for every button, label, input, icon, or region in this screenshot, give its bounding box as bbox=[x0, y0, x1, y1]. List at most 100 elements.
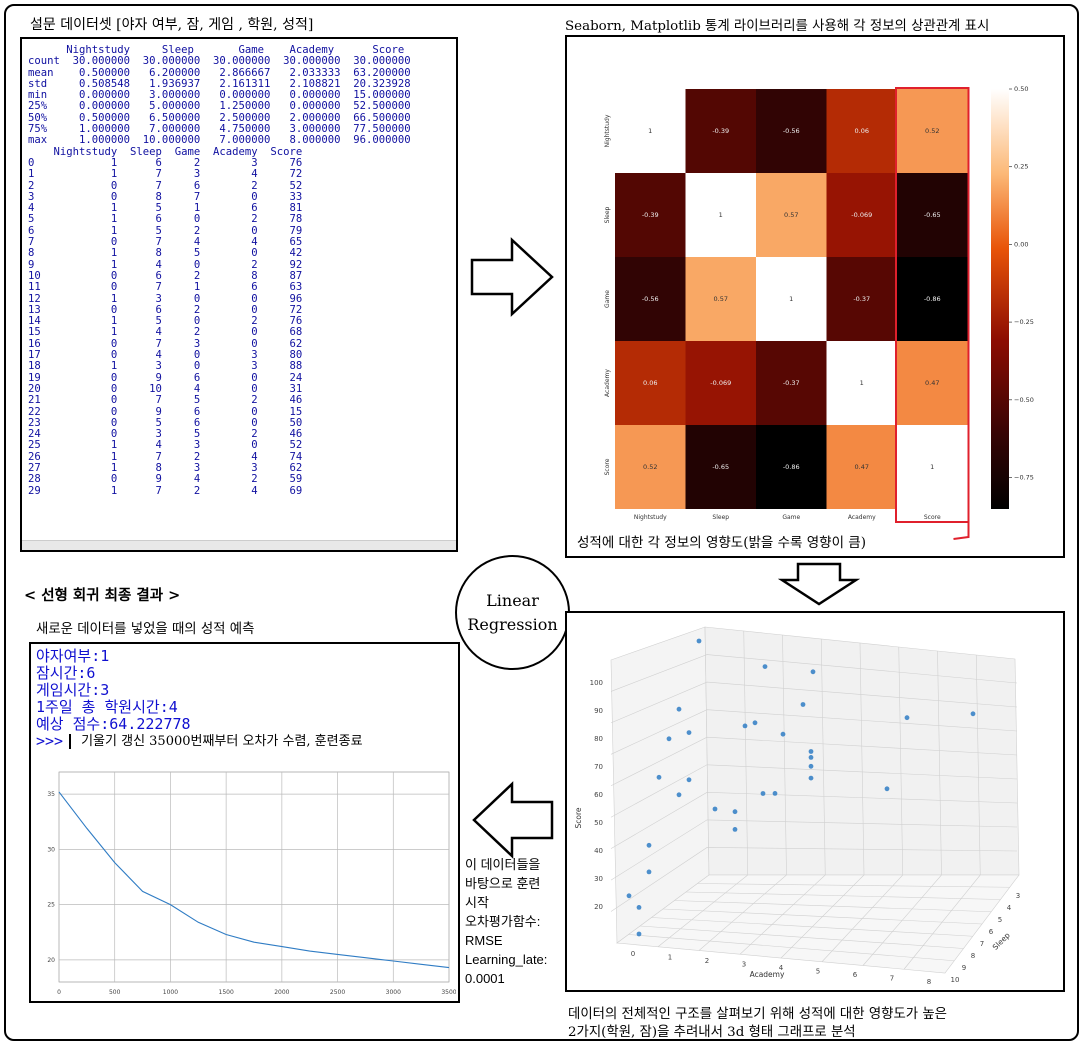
side-note-6: Learning_late: bbox=[465, 952, 548, 967]
scatter-point bbox=[780, 731, 786, 737]
describe-row: 75% 1.000000 7.000000 4.750000 3.000000 … bbox=[28, 123, 411, 136]
data-row: 11 0 7 1 6 63 bbox=[28, 281, 303, 294]
describe-panel: Nightstudy Sleep Game Academy Score coun… bbox=[20, 37, 458, 552]
heatmap-panel: 1 -0.39 -0.56 0.06 0.52 Nightstudy Nightstudy -… bbox=[565, 35, 1065, 558]
y-tick: 5 bbox=[998, 916, 1002, 924]
heatmap-cell bbox=[756, 341, 827, 425]
grid-line bbox=[898, 646, 904, 876]
scatter-point bbox=[904, 715, 910, 721]
describe-row: std 0.508548 1.936937 2.161311 2.108821 … bbox=[28, 77, 411, 90]
data-row: 8 1 8 5 0 42 bbox=[28, 247, 303, 260]
heatmap-cell bbox=[897, 89, 968, 173]
loss-y-tick: 30 bbox=[47, 846, 55, 853]
scatter-point bbox=[732, 827, 738, 832]
x-tick: 0 bbox=[631, 950, 635, 958]
heatmap-cell bbox=[826, 89, 897, 173]
grid-line bbox=[859, 642, 865, 876]
heatmap-value: 0.06 bbox=[643, 379, 657, 387]
scatter-point bbox=[808, 749, 814, 754]
scatter-note-1: 데이터의 전체적인 구조를 살펴보기 위해 성적에 대한 영향도가 높은 bbox=[568, 1007, 947, 1022]
grid-line bbox=[610, 819, 1018, 881]
heatmap-cell bbox=[615, 89, 686, 173]
grid-line bbox=[697, 883, 1010, 888]
z-tick: 70 bbox=[594, 763, 603, 771]
data-row: 6 1 5 2 0 79 bbox=[28, 224, 303, 237]
data-row: 3 0 8 7 0 33 bbox=[28, 190, 303, 203]
grid-line bbox=[674, 900, 992, 913]
loss-y-tick: 20 bbox=[47, 957, 55, 964]
scatter-point bbox=[686, 730, 692, 735]
heatmap-ylabel: Sleep bbox=[604, 206, 611, 223]
prediction-output: 야자여부:1 잠시간:6 게임시간:3 1주일 총 학원시간:4 예상 점수:6… bbox=[31, 644, 458, 750]
heatmap-value: 0.57 bbox=[784, 211, 798, 219]
scatter-point bbox=[808, 755, 814, 760]
heatmap-ylabel: Academy bbox=[604, 369, 611, 397]
grid-line bbox=[903, 874, 981, 970]
data-row: 0 1 6 2 3 76 bbox=[28, 156, 303, 169]
heatmap-value: -0.069 bbox=[851, 211, 872, 219]
side-note-3: 시작 bbox=[465, 895, 489, 910]
heatmap-value: 1 bbox=[860, 379, 864, 387]
heatmap-value: 1 bbox=[930, 463, 934, 471]
z-tick: 60 bbox=[594, 791, 603, 799]
heatmap-cell bbox=[826, 425, 897, 509]
describe-row: mean 0.500000 6.200000 2.866667 2.033333… bbox=[28, 66, 411, 79]
python-prompt[interactable]: >>> bbox=[36, 732, 64, 750]
scatter-point bbox=[970, 711, 976, 717]
scatter-point bbox=[686, 777, 692, 783]
heatmap-cell bbox=[897, 257, 968, 341]
heatmap-value: -0.56 bbox=[783, 127, 800, 135]
heatmap-value: -0.56 bbox=[642, 295, 659, 303]
data-row: 21 0 7 5 2 46 bbox=[28, 394, 303, 407]
pred-line-academy: 1주일 총 학원시간:4 bbox=[36, 698, 178, 716]
y-tick: 4 bbox=[1007, 904, 1012, 912]
colorbar-tick-label: 0.50 bbox=[1014, 85, 1028, 93]
grid-line bbox=[685, 891, 1001, 900]
heatmap-value: 1 bbox=[648, 127, 652, 135]
seaborn-caption: Seaborn, Matplotlib 통계 라이브러리를 사용해 각 정보의 … bbox=[565, 19, 990, 34]
heatmap-value: 0.57 bbox=[714, 295, 728, 303]
data-row: 7 0 7 4 4 65 bbox=[28, 236, 303, 249]
heatmap-ylabel: Score bbox=[604, 458, 611, 475]
y-tick: 8 bbox=[971, 952, 975, 960]
heatmap-value: 0.47 bbox=[855, 463, 869, 471]
heatmap-ylabel: Game bbox=[604, 290, 611, 308]
heatmap-cell bbox=[897, 341, 968, 425]
data-row: 2 0 7 6 2 52 bbox=[28, 179, 303, 192]
lr-line2: Regression bbox=[467, 614, 558, 634]
data-row: 23 0 5 6 0 50 bbox=[28, 416, 303, 429]
scatter-point bbox=[676, 792, 682, 798]
data-rows: 0 1 6 2 3 76 1 1 7 3 4 72 2 0 7 6 2 52 3 0 … bbox=[22, 156, 456, 497]
final-result-title: < 선형 회귀 최종 결과 > bbox=[24, 587, 181, 604]
x-tick: 6 bbox=[853, 971, 858, 979]
training-side-note: 이 데이터들을 바탕으로 훈련 시작 오차평가함수: RMSE Learning… bbox=[465, 855, 565, 988]
describe-row: 25% 0.000000 5.000000 1.250000 0.000000 … bbox=[28, 100, 411, 113]
heatmap-cell bbox=[756, 425, 827, 509]
heatmap-xlabel: Nightstudy bbox=[634, 514, 667, 521]
heatmap-value: -0.37 bbox=[783, 379, 800, 387]
horizontal-scrollbar[interactable] bbox=[22, 540, 456, 550]
heatmap-value: -0.37 bbox=[853, 295, 870, 303]
scatter-point bbox=[884, 786, 890, 792]
heatmap-value: -0.39 bbox=[712, 127, 729, 135]
grid-line bbox=[975, 654, 981, 876]
heatmap-value: -0.86 bbox=[924, 295, 941, 303]
left-arrow-icon bbox=[472, 781, 554, 859]
loss-curve bbox=[58, 791, 450, 969]
heatmap-value: 0.47 bbox=[925, 379, 939, 387]
pred-line-nightstudy: 야자여부:1 bbox=[36, 647, 110, 665]
heatmap-cell bbox=[615, 341, 686, 425]
z-tick: 90 bbox=[594, 707, 603, 715]
survey-caption: 설문 데이터셋 [야자 여부, 잠, 게임 , 학원, 성적] bbox=[30, 17, 314, 33]
data-row: 24 0 3 5 2 46 bbox=[28, 428, 303, 441]
side-note-4: 오차평가함수: bbox=[465, 914, 541, 929]
data-row: 1 1 7 3 4 72 bbox=[28, 168, 303, 181]
describe-row: count 30.000000 30.000000 30.000000 30.0… bbox=[28, 55, 411, 68]
x-axis-label: Academy bbox=[750, 970, 785, 979]
scatter-note-2: 2가지(학원, 잠)을 추려내서 3d 형태 그래프로 분석 bbox=[568, 1025, 856, 1040]
heatmap-cell bbox=[615, 257, 686, 341]
x-tick: 4 bbox=[779, 964, 784, 972]
x-tick: 7 bbox=[890, 975, 894, 983]
heatmap-ylabel: Nightstudy bbox=[604, 114, 611, 147]
